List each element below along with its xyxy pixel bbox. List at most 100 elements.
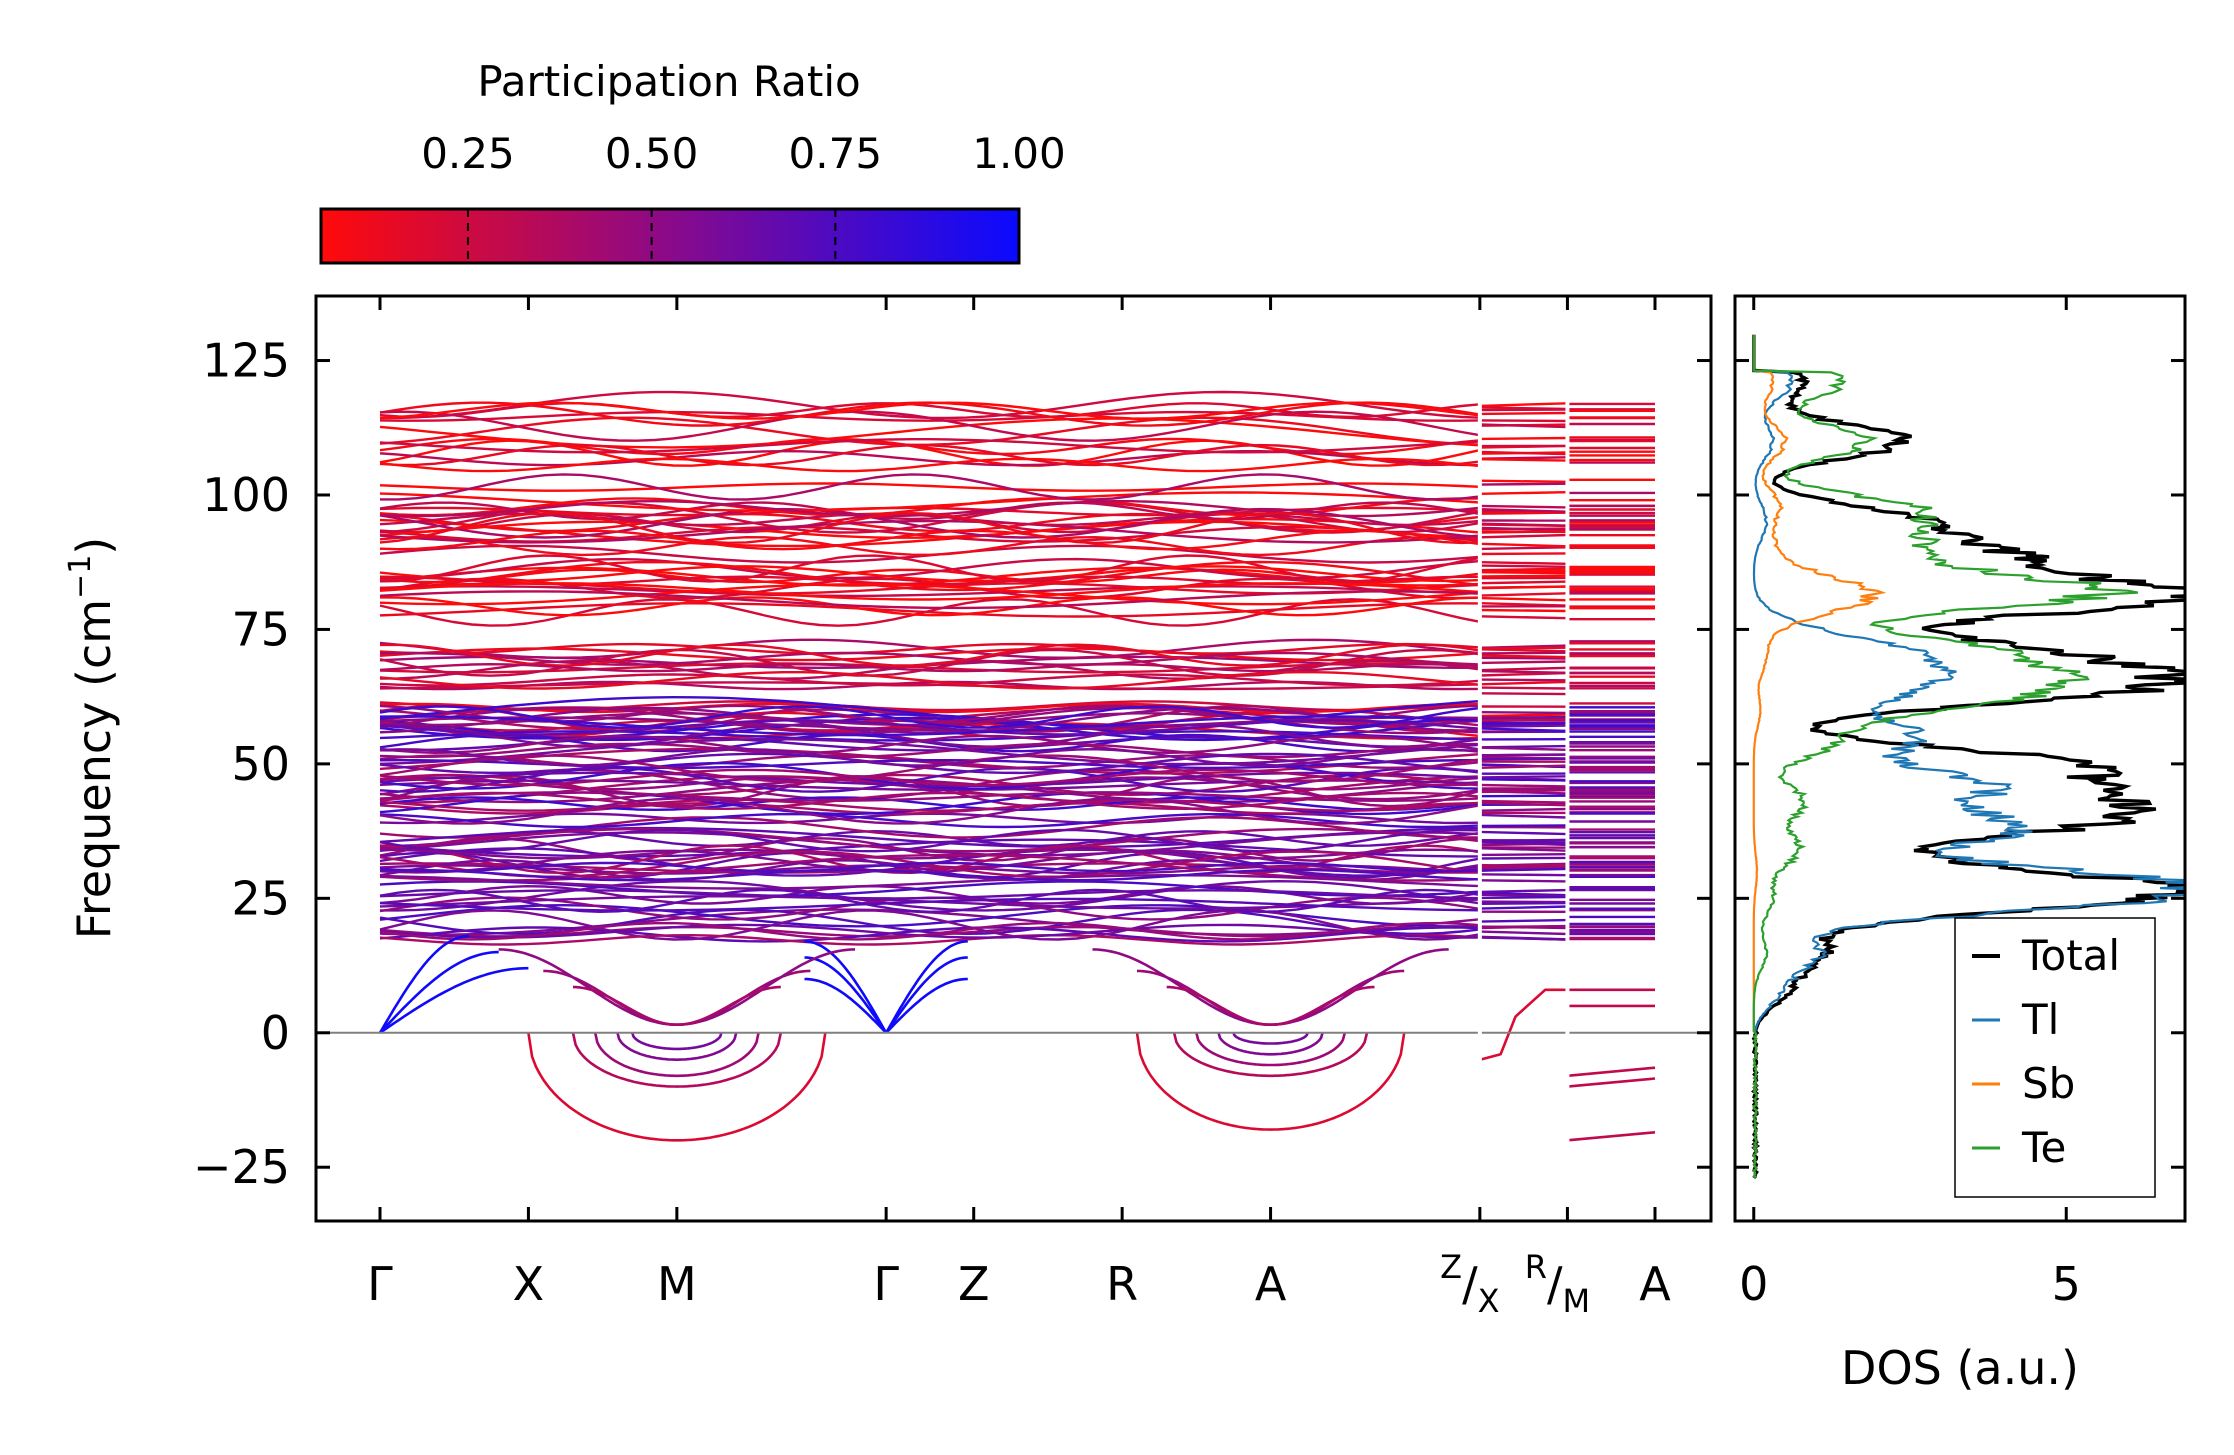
band-line-zx-r — [1479, 402, 1568, 408]
legend-frame — [1954, 917, 2156, 1198]
band-line-high-band-top — [379, 410, 1480, 422]
band-line-zx-r — [1479, 807, 1568, 812]
band-line-zx-r — [1479, 504, 1568, 509]
band-line-zx-r — [1479, 824, 1568, 828]
band-line-high-band-low — [379, 598, 1481, 627]
low-freq-branch — [573, 985, 781, 1026]
band-line-zx-r — [1479, 580, 1568, 585]
band-line-zx-r — [1479, 930, 1568, 936]
band-line-zx-r — [1479, 596, 1568, 602]
band-line-mid-band-core — [379, 752, 1480, 775]
band-line-zx-r — [1479, 867, 1568, 872]
band-line-zx-r — [1479, 918, 1568, 923]
legend-label-total: Total — [2021, 931, 2120, 980]
band-line-zx-r — [1479, 574, 1568, 578]
band-line-zx-r — [1479, 526, 1568, 532]
band-line-zx-r — [1479, 552, 1568, 556]
band-line-zx-r — [1479, 830, 1568, 836]
band-line-zx-r — [1479, 925, 1568, 929]
band-line-zx-r — [1479, 533, 1568, 539]
band-line-zx-r — [1479, 482, 1568, 486]
band-line-zx-r — [1479, 408, 1568, 412]
band-line-mid-band-lower — [379, 926, 1480, 943]
dos-x-tick-label: 0 — [1739, 1257, 1768, 1311]
band-line-zx-r — [1479, 764, 1568, 769]
low-freq-branch — [498, 948, 856, 1026]
band-line-zx-r — [1479, 753, 1568, 757]
y-tick-label: 50 — [231, 737, 290, 791]
band-line-high-band-top — [379, 443, 1481, 467]
low-freq-branch — [543, 969, 811, 1026]
imaginary-mode — [631, 1032, 723, 1051]
band-line-mid-band-lower — [379, 923, 1480, 939]
band-line-zx-r — [1479, 856, 1568, 860]
band-line-zx-r — [1479, 546, 1568, 551]
band-line-zx-r — [1479, 794, 1568, 798]
hs-point-X: X — [513, 1257, 545, 1311]
hs-point-A2: A — [1639, 1257, 1671, 1311]
low-freq-branch — [1136, 969, 1405, 1026]
imaginary-mode — [1195, 1032, 1347, 1067]
band-line-mid-band-core — [379, 766, 1481, 793]
band-structure-panel: −25 0 25 50 75 100 125 Γ X M Γ Z R A Z/X R/M A Frequenc… — [63, 294, 1713, 1320]
band-axes-frame — [314, 294, 1713, 1223]
band-line-zx-r — [1479, 615, 1568, 620]
band-line-mid-band-core — [379, 859, 1481, 882]
dos-series-te — [1752, 334, 2139, 1179]
band-line-high-band-mid — [379, 585, 1480, 598]
band-line-zx-r — [1479, 479, 1568, 483]
band-line-zx-r — [1479, 585, 1568, 590]
y-tick-label: 25 — [231, 871, 290, 925]
hs-point-R: R — [1106, 1257, 1138, 1311]
band-line-high-band-mid — [379, 507, 1480, 539]
legend-label-sb: Sb — [2022, 1059, 2075, 1108]
band-line-zx-r — [1479, 646, 1568, 650]
band-line-zx-r — [1479, 530, 1568, 534]
band-line-high-band-mid — [379, 535, 1481, 557]
colorbar-gradient — [319, 207, 1021, 265]
band-line-zx-r — [1479, 608, 1568, 613]
band-line-mid-band-upper — [379, 647, 1480, 662]
band-line-mid-band-lower — [379, 897, 1480, 912]
band-line-zx-r — [1479, 592, 1568, 597]
y-tick-label: 0 — [261, 1006, 290, 1060]
band-line-zx-r — [1479, 567, 1568, 572]
band-line-high-band-top — [379, 401, 1481, 420]
band-line-zx-r — [1479, 678, 1568, 682]
dos-axes-frame — [1733, 294, 2187, 1223]
band-line-zx-r — [1479, 564, 1568, 568]
band-line-zx-r — [1479, 893, 1568, 898]
band-line-mid-band-core — [379, 848, 1480, 860]
band-line-zx-r — [1479, 727, 1568, 733]
band-line-mid-band-core — [379, 768, 1480, 787]
dos-legend: Total Tl Sb Te — [1954, 917, 2156, 1198]
band-line-mid-band-lower — [379, 874, 1480, 890]
hs-point-Gamma2: Γ — [873, 1257, 899, 1311]
band-line-zx-r — [1479, 656, 1568, 660]
hs-point-RM: R/M — [1525, 1248, 1590, 1320]
band-line-zx-r — [1479, 936, 1568, 941]
band-line-high-band-mid — [379, 560, 1481, 592]
hs-point-M: M — [657, 1257, 697, 1311]
band-line-zx-r — [1479, 799, 1568, 804]
band-line-zx-r — [1479, 411, 1568, 416]
band-line-zx-r — [1479, 419, 1568, 423]
acoustic-branch — [884, 940, 968, 1034]
acoustic-branch — [804, 956, 888, 1034]
band-line-high-band-top — [379, 457, 1481, 473]
band-line-mid-band-core — [379, 706, 1480, 734]
band-line-high-band-mid — [379, 482, 1480, 492]
band-line-mid-band-lower — [379, 934, 1480, 946]
band-line-high-band-mid — [380, 473, 1481, 501]
hs-point-A: A — [1255, 1257, 1287, 1311]
y-tick-label: 75 — [231, 602, 290, 656]
band-line-zx-r — [1479, 853, 1568, 857]
band-line-high-band-mid — [380, 557, 1481, 580]
y-tick-label: −25 — [193, 1140, 290, 1194]
hs-point-Z: Z — [958, 1257, 990, 1311]
band-line-zx-r — [1479, 666, 1568, 672]
y-tick-label: 125 — [202, 334, 290, 388]
band-line-zx-r — [1479, 838, 1568, 843]
band-line-high-band-low — [379, 582, 1480, 601]
